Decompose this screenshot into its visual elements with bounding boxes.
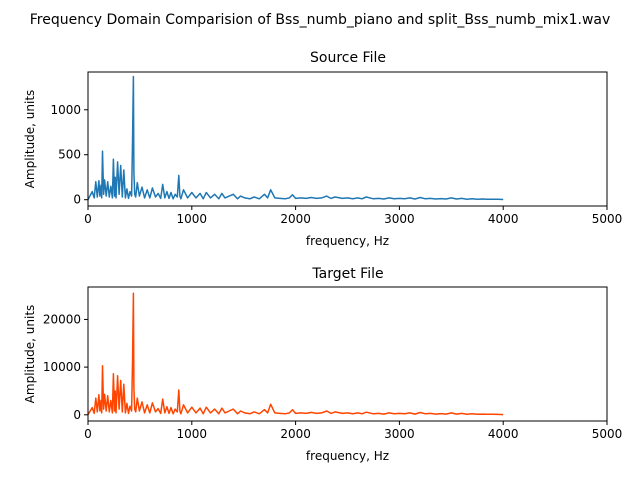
- source-x-ticks: 0 1000 2000 3000 4000 5000: [84, 206, 622, 226]
- source-spectrum-line: [87, 75, 504, 201]
- source-file-subplot: Source File 0 1000 2000 3000 4000 5000 0 500 10…: [23, 50, 622, 248]
- source-x-tick-label: 2000: [280, 212, 311, 226]
- figure-suptitle: Frequency Domain Comparision of Bss_numb…: [30, 12, 611, 28]
- target-x-axis-label: frequency, Hz: [306, 449, 389, 463]
- target-x-tick-label: 2000: [280, 427, 311, 441]
- target-y-tick-label: 10000: [43, 360, 81, 374]
- target-y-ticks: 0 10000 20000: [43, 312, 88, 422]
- source-y-axis-label: Amplitude, units: [23, 90, 37, 189]
- target-x-tick-label: 5000: [592, 427, 623, 441]
- source-x-tick-label: 1000: [177, 212, 208, 226]
- source-y-ticks: 0 500 1000: [50, 103, 88, 207]
- source-y-tick-label: 1000: [50, 103, 81, 117]
- target-y-tick-label: 20000: [43, 312, 81, 326]
- source-plot-title: Source File: [310, 50, 386, 66]
- source-x-tick-label: 0: [84, 212, 92, 226]
- target-plot-area: [87, 292, 504, 416]
- target-x-tick-label: 0: [84, 427, 92, 441]
- source-y-tick-label: 500: [58, 148, 81, 162]
- target-x-tick-label: 4000: [488, 427, 519, 441]
- target-y-axis-label: Amplitude, units: [23, 305, 37, 404]
- target-plot-title: Target File: [311, 266, 383, 282]
- target-x-ticks: 0 1000 2000 3000 4000 5000: [84, 421, 622, 441]
- target-x-tick-label: 1000: [177, 427, 208, 441]
- source-x-tick-label: 4000: [488, 212, 519, 226]
- target-file-subplot: Target File 0 1000 2000 3000 4000 5000 0 10000…: [23, 266, 622, 463]
- target-spectrum-line: [87, 292, 504, 416]
- target-y-tick-label: 0: [73, 408, 81, 422]
- source-plot-area: [87, 75, 504, 201]
- source-y-tick-label: 0: [73, 193, 81, 207]
- source-axes-frame: [87, 71, 608, 207]
- source-x-tick-label: 3000: [384, 212, 415, 226]
- target-axes-frame: [87, 286, 608, 422]
- target-x-tick-label: 3000: [384, 427, 415, 441]
- source-x-axis-label: frequency, Hz: [306, 234, 389, 248]
- source-x-tick-label: 5000: [592, 212, 623, 226]
